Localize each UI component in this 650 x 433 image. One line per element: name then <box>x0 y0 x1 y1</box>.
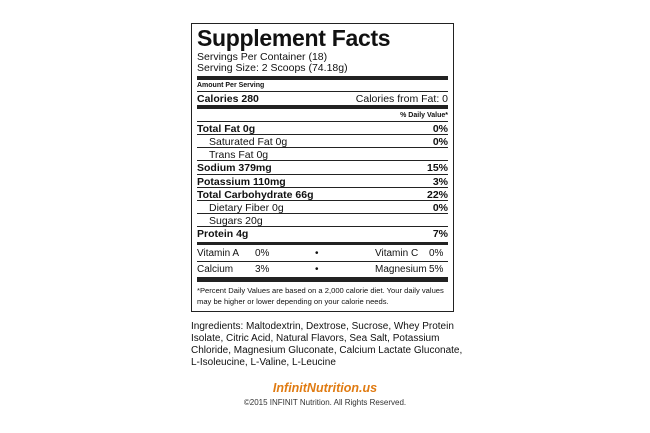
nutrient-label: Saturated Fat 0g <box>209 135 288 148</box>
nutrient-daily-value: 15% <box>426 161 448 174</box>
separator: • <box>315 247 319 259</box>
website-link[interactable]: InfinitNutrition.us <box>272 381 378 395</box>
divider <box>197 91 448 92</box>
nutrient-label: Dietary Fiber 0g <box>209 201 284 214</box>
vitamin-row: Vitamin A 0% • Vitamin C 0% <box>197 246 448 260</box>
separator: • <box>315 263 319 275</box>
nutrient-label: Total Carbohydrate 66g <box>197 188 314 201</box>
nutrient-row: Dietary Fiber 0g 0% <box>197 201 448 214</box>
nutrient-row: Potassium 110mg 3% <box>197 175 448 188</box>
vitamin-value: 0% <box>429 247 444 259</box>
divider <box>197 160 448 161</box>
nutrient-label: Sugars 20g <box>209 214 263 227</box>
nutrient-label: Protein 4g <box>197 227 249 240</box>
daily-value-header: % Daily Value* <box>400 112 448 119</box>
mineral-value: 3% <box>255 263 270 275</box>
divider <box>197 226 448 227</box>
copyright: ©2015 INFINIT Nutrition. All Rights Rese… <box>243 398 407 407</box>
nutrient-daily-value: 3% <box>432 175 448 188</box>
calories-row: Calories 280 Calories from Fat: 0 <box>197 92 448 105</box>
servings-per-container: Servings Per Container (18) <box>197 51 328 63</box>
divider <box>197 242 448 245</box>
mineral-name: Calcium <box>197 263 234 275</box>
mineral-name: Magnesium <box>375 263 427 275</box>
mineral-row: Calcium 3% • Magnesium 5% <box>197 262 448 276</box>
nutrient-row: Trans Fat 0g <box>197 148 448 161</box>
nutrient-label: Total Fat 0g <box>197 122 256 135</box>
divider <box>197 187 448 188</box>
supplement-facts-panel: Supplement Facts Servings Per Container … <box>191 23 454 312</box>
nutrient-row: Total Carbohydrate 66g 22% <box>197 188 448 201</box>
nutrient-row: Total Fat 0g 0% <box>197 122 448 135</box>
nutrient-row: Protein 4g 7% <box>197 227 448 240</box>
nutrient-daily-value: 0% <box>432 122 448 135</box>
divider <box>197 76 448 80</box>
nutrient-label: Trans Fat 0g <box>209 148 269 161</box>
panel-title: Supplement Facts <box>197 25 391 51</box>
divider <box>197 147 448 148</box>
mineral-value: 5% <box>429 263 444 275</box>
nutrient-label: Sodium 379mg <box>197 161 272 174</box>
nutrient-label: Potassium 110mg <box>197 175 286 188</box>
nutrient-row: Sugars 20g <box>197 214 448 227</box>
divider <box>197 213 448 214</box>
amount-per-serving: Amount Per Serving <box>197 82 265 89</box>
divider <box>197 134 448 135</box>
divider <box>197 277 448 282</box>
nutrient-row: Saturated Fat 0g 0% <box>197 135 448 148</box>
vitamin-name: Vitamin C <box>375 247 419 259</box>
calories-from-fat: Calories from Fat: 0 <box>355 92 448 105</box>
divider <box>197 261 448 262</box>
divider <box>197 105 448 109</box>
nutrient-row: Sodium 379mg 15% <box>197 161 448 174</box>
vitamin-value: 0% <box>255 247 270 259</box>
vitamin-name: Vitamin A <box>197 247 240 259</box>
serving-size: Serving Size: 2 Scoops (74.18g) <box>197 62 348 74</box>
nutrient-daily-value: 22% <box>426 188 448 201</box>
footnote: *Percent Daily Values are based on a 2,0… <box>197 286 444 306</box>
divider <box>197 174 448 175</box>
nutrient-daily-value: 7% <box>432 227 448 240</box>
nutrient-daily-value: 0% <box>432 135 448 148</box>
calories: Calories 280 <box>197 92 259 105</box>
nutrient-daily-value: 0% <box>432 201 448 214</box>
ingredients: Ingredients: Maltodextrin, Dextrose, Suc… <box>191 321 463 368</box>
divider <box>197 200 448 201</box>
divider <box>197 121 448 122</box>
